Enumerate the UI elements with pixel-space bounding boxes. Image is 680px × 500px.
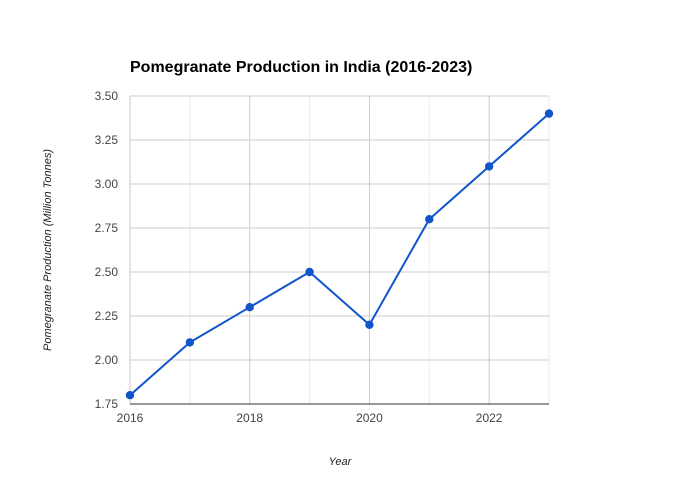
y-axis-label: Pomegranate Production (Million Tonnes) — [42, 149, 54, 351]
data-point — [365, 320, 374, 329]
x-tick-labels: 2016 2018 2020 2022 — [117, 411, 503, 425]
x-tick-label: 2020 — [356, 411, 383, 425]
data-point — [425, 215, 434, 224]
data-point — [305, 267, 314, 277]
x-axis-label: Year — [329, 456, 353, 468]
y-tick-label: 2.25 — [95, 309, 119, 323]
y-tick-label: 3.00 — [95, 177, 119, 191]
series-line — [129, 112, 550, 396]
data-point — [125, 391, 135, 400]
x-tick-label: 2022 — [476, 411, 503, 425]
y-tick-label: 3.25 — [95, 133, 119, 147]
data-point — [544, 109, 554, 118]
data-point — [245, 303, 254, 312]
y-tick-label: 1.75 — [95, 397, 119, 411]
y-tick-label: 3.50 — [95, 89, 119, 103]
data-point — [185, 338, 195, 347]
chart-title: Pomegranate Production in India (2016-20… — [130, 59, 472, 76]
series-group — [125, 109, 554, 400]
y-tick-label: 2.75 — [95, 221, 119, 235]
x-tick-label: 2018 — [236, 411, 263, 425]
grid — [129, 95, 550, 405]
x-tick-label: 2016 — [117, 411, 144, 425]
data-point — [484, 162, 494, 171]
y-tick-label: 2.50 — [95, 265, 119, 279]
y-tick-label: 2.00 — [95, 353, 119, 367]
y-tick-labels: 1.75 2.00 2.25 2.50 2.75 3.00 3.25 3.50 — [95, 89, 119, 411]
